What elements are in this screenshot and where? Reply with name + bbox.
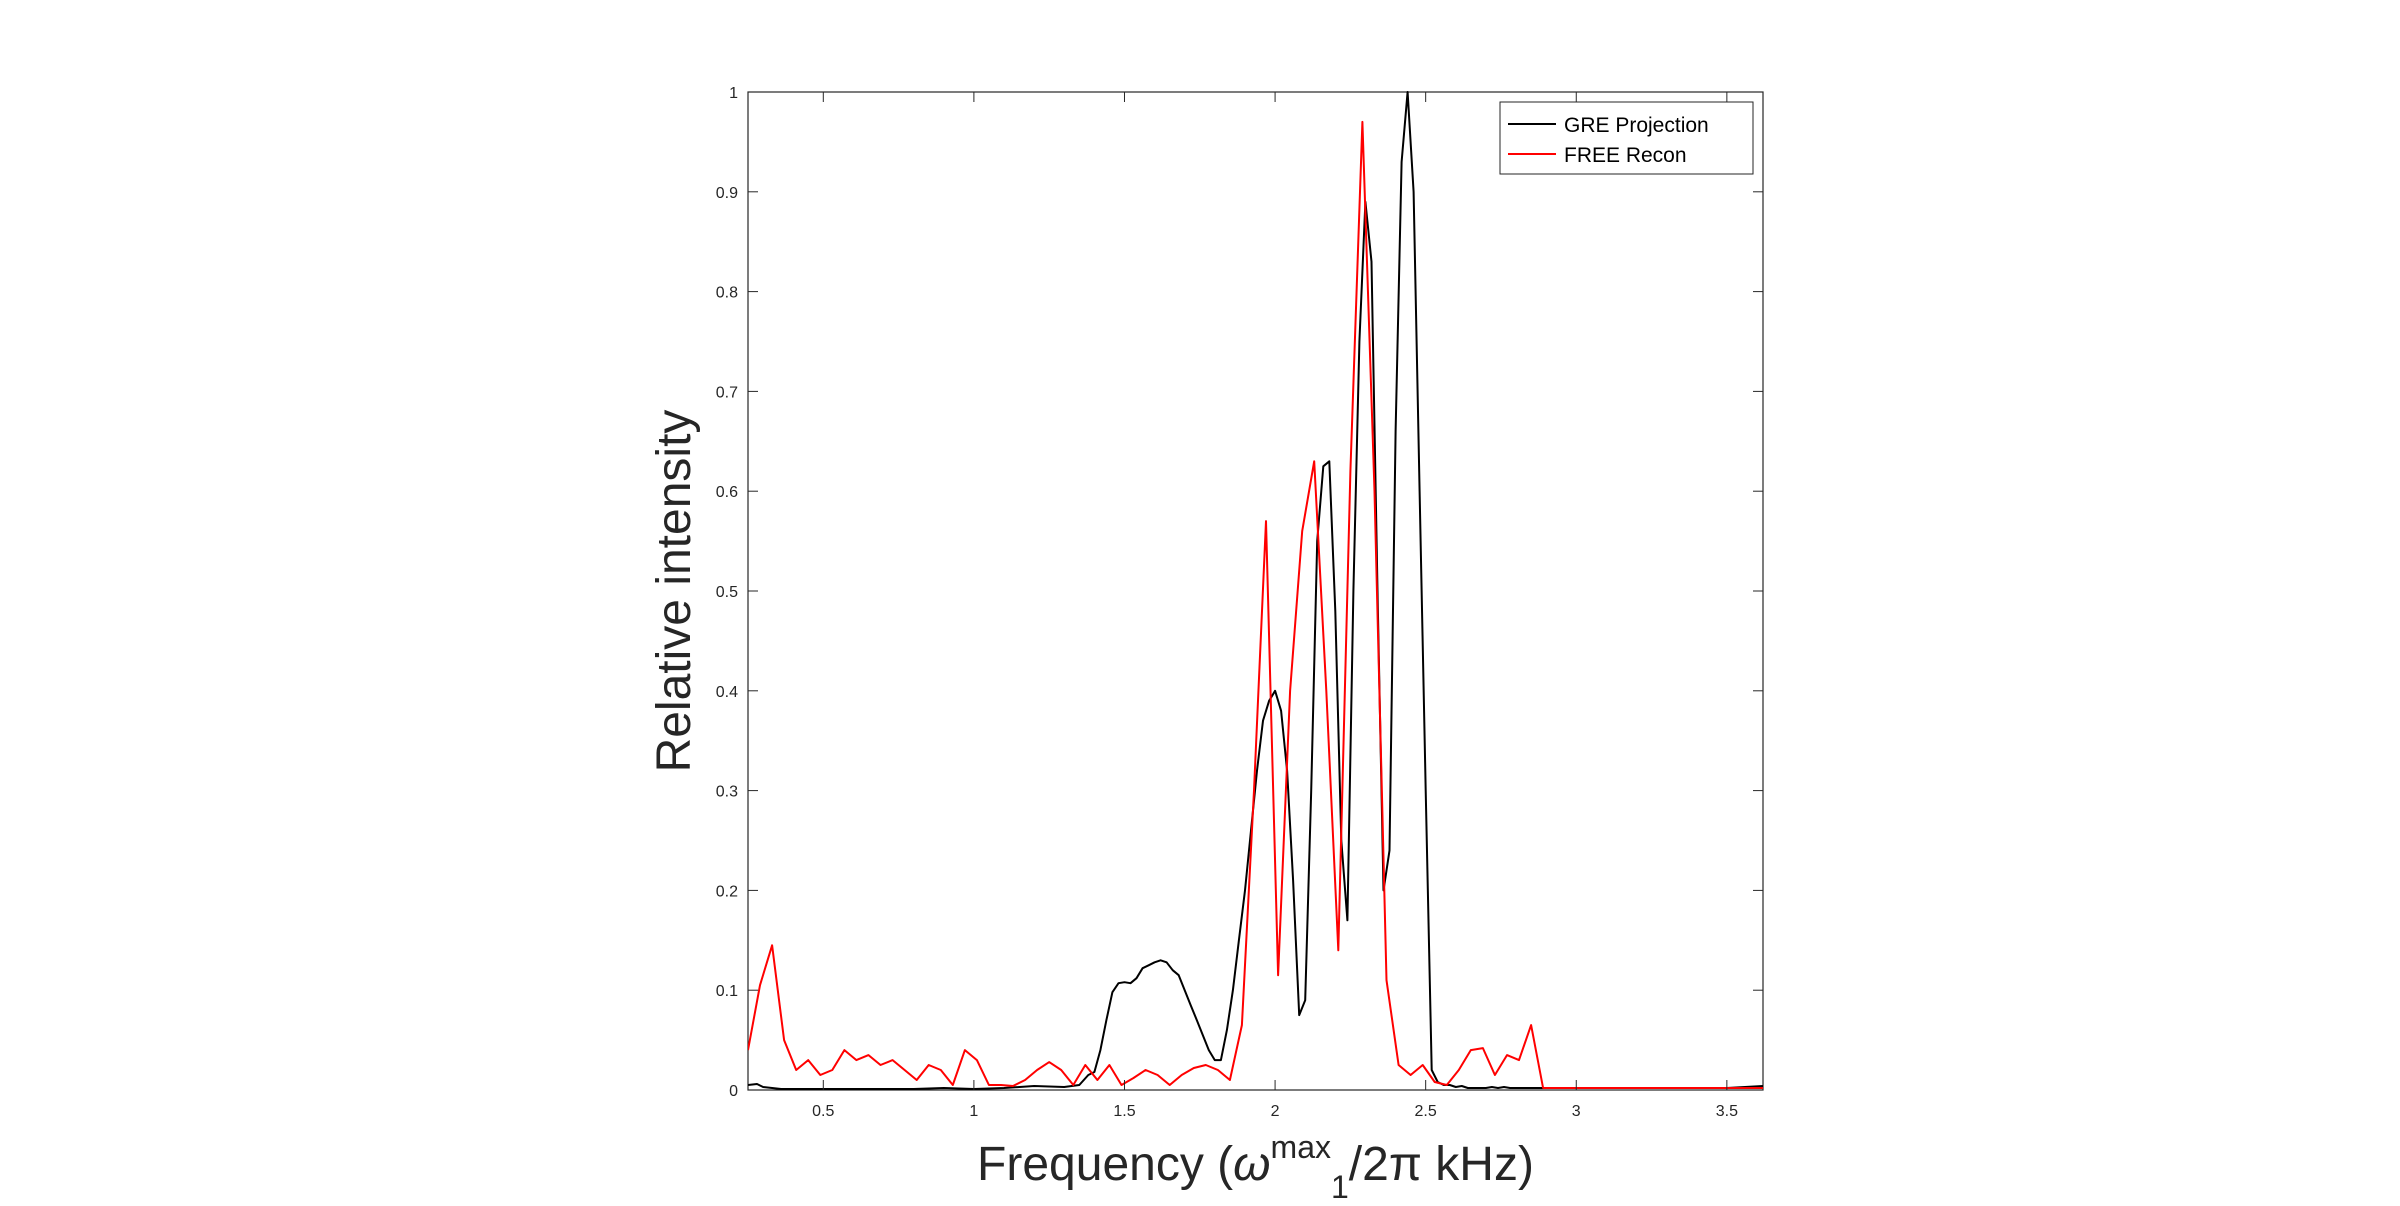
y-tick-label: 0.1 xyxy=(716,983,738,1000)
y-tick-label: 1 xyxy=(729,85,738,102)
x-axis-title-prefix: Frequency ( xyxy=(977,1138,1233,1191)
plot-area xyxy=(747,91,1764,1091)
x-axis-title-subscript: 1 xyxy=(1331,1169,1349,1205)
x-tick-label: 2 xyxy=(1271,1103,1280,1120)
legend-label-gre-projection: GRE Projection xyxy=(1564,114,1709,137)
legend-box xyxy=(1499,101,1754,175)
y-tick-label: 0.5 xyxy=(716,584,738,601)
tick-layer: 0.5 1 1.5 2 2.5 3 3.5 0 0.1 0.2 0.3 0.4 0.5 0.6 0.7 0.8… xyxy=(716,85,1763,1120)
series-layer xyxy=(748,91,1763,1090)
y-tick-label: 0.6 xyxy=(716,484,738,501)
y-tick-label: 0 xyxy=(729,1083,738,1100)
x-axis-title-superscript: max xyxy=(1271,1129,1331,1165)
y-axis-title: Relative intensity xyxy=(648,410,701,773)
x-axis-title-suffix: /2π kHz) xyxy=(1349,1138,1534,1191)
x-tick-label: 1.5 xyxy=(1113,1103,1135,1120)
legend: GRE Projection FREE Recon xyxy=(1499,101,1754,175)
x-tick-label: 2.5 xyxy=(1415,1103,1437,1120)
x-axis-title-symbol: ω xyxy=(1233,1138,1270,1191)
series-line-free-recon xyxy=(748,120,1763,1089)
legend-label-free-recon: FREE Recon xyxy=(1564,144,1687,167)
y-tick-label: 0.4 xyxy=(716,684,738,701)
y-tick-label: 0.8 xyxy=(716,285,738,302)
x-tick-label: 1 xyxy=(969,1103,978,1120)
x-tick-label: 3.5 xyxy=(1716,1103,1738,1120)
y-tick-label: 0.7 xyxy=(716,384,738,401)
x-tick-label: 0.5 xyxy=(812,1103,834,1120)
x-tick-label: 3 xyxy=(1572,1103,1581,1120)
x-axis-title: Frequency (ωmax1/2π kHz) xyxy=(977,1129,1534,1205)
y-tick-label: 0.3 xyxy=(716,784,738,801)
y-tick-label: 0.9 xyxy=(716,185,738,202)
y-tick-label: 0.2 xyxy=(716,883,738,900)
